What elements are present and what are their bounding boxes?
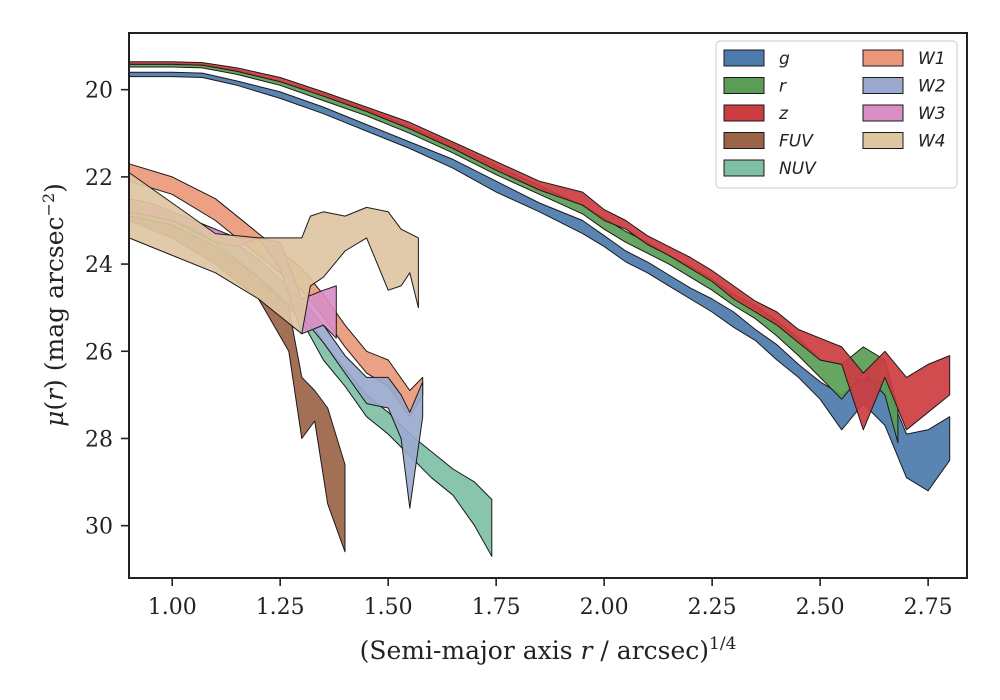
legend: grz FUV NUV W1 W2 W3 W4	[715, 40, 958, 189]
x-tick-label: 1.50	[364, 595, 413, 620]
legend-label-w4: W4	[918, 132, 946, 152]
legend-swatch-w1	[862, 49, 904, 67]
y-axis: 20 22 24 26 28 30	[85, 79, 129, 540]
legend-label-w2: W2	[918, 77, 946, 97]
y-tick-label: 22	[85, 166, 113, 191]
y-tick-label: 26	[85, 340, 113, 365]
legend-label-fuv: FUV	[779, 132, 814, 152]
legend-swatch-g	[723, 49, 765, 67]
legend-label-w1: W1	[918, 49, 946, 69]
legend-label-nuv: NUV	[779, 159, 817, 179]
plot-frame	[128, 32, 968, 579]
y-tick-label: 30	[85, 515, 113, 540]
x-tick-label: 2.75	[904, 595, 953, 620]
x-tick-label: 2.50	[796, 595, 845, 620]
y-tick-label: 20	[85, 79, 113, 104]
series-band-z	[128, 61, 951, 431]
series-band-w4	[128, 172, 419, 335]
legend-swatch-fuv	[723, 132, 765, 149]
x-tick-label: 2.25	[688, 595, 737, 620]
legend-swatch-w3	[862, 104, 904, 122]
legend-swatch-nuv	[723, 159, 765, 177]
x-tick-label: 2.00	[580, 595, 629, 620]
legend-swatch-r	[723, 77, 765, 94]
x-tick-label: 1.25	[256, 595, 305, 620]
legend-swatch-z	[723, 104, 765, 122]
legend-label-z: z	[778, 104, 789, 124]
y-axis-label: μ(r) (mag arcsec−2)	[39, 183, 70, 427]
legend-swatch-w4	[862, 132, 904, 149]
y-tick-label: 28	[85, 427, 113, 452]
x-tick-label: 1.00	[148, 595, 197, 620]
series-band-g	[128, 71, 951, 492]
y-tick-label: 24	[85, 253, 113, 278]
legend-label-g: g	[779, 49, 790, 69]
legend-label-r: r	[779, 77, 787, 97]
legend-label-w3: W3	[918, 104, 946, 124]
legend-swatch-w2	[862, 77, 904, 94]
x-tick-label: 1.75	[472, 595, 521, 620]
x-axis-label: (Semi-major axis r / arcsec)1/4	[360, 634, 737, 665]
x-axis: 1.00 1.25 1.50 1.75 2.00 2.25 2.50 2.75	[148, 578, 953, 620]
plot-area	[128, 61, 951, 557]
